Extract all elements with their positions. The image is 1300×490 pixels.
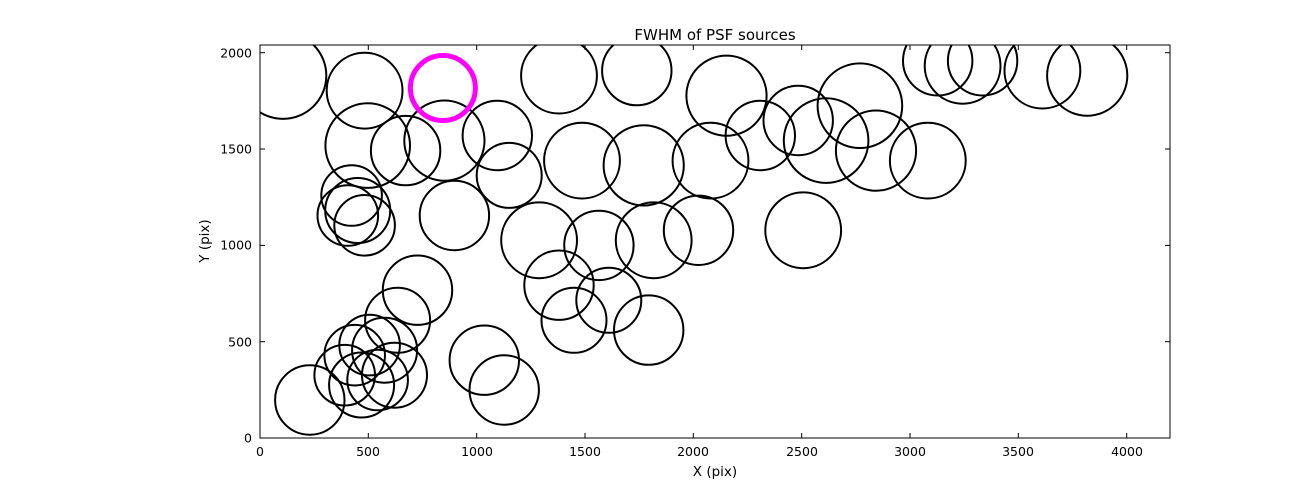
psf-sources-circle: [260, 45, 328, 120]
psf-sources-circle: [325, 51, 404, 130]
psf-sources-circle: [563, 209, 635, 282]
y-tick-label: 500: [228, 334, 252, 350]
x-tick-label: 4000: [1111, 444, 1143, 459]
psf-sources-circle: [602, 124, 685, 207]
x-tick-label: 3000: [894, 444, 926, 459]
y-tick-label: 0: [244, 430, 252, 446]
psf-sources-circle: [316, 184, 380, 247]
psf-sources-circle: [361, 341, 428, 409]
psf-sources-circle: [834, 109, 918, 192]
x-tick-label: 2000: [677, 444, 709, 459]
tick-marks: [259, 45, 1170, 439]
psf-sources-circle: [369, 114, 442, 187]
x-tick-label: 0: [256, 444, 264, 459]
psf-sources-circle: [614, 201, 693, 280]
x-tick-label: 1500: [569, 444, 601, 459]
axes-frame: [259, 44, 1171, 439]
psf-sources-circle: [601, 45, 673, 107]
psf-sources-circle: [543, 121, 621, 200]
psf-sources-circle: [323, 323, 387, 387]
psf-sources-circle: [418, 179, 491, 252]
psf-sources-circle: [816, 62, 904, 149]
psf-sources-circle: [520, 45, 598, 115]
psf-sources-circle: [888, 121, 967, 200]
psf-sources-circle: [381, 254, 454, 326]
psf-sources-circle: [324, 102, 412, 189]
highlighted-source-circle: [407, 53, 478, 123]
y-tick-label: 2000: [220, 45, 252, 61]
psf-sources-circle: [475, 141, 543, 209]
psf-sources-circle: [274, 364, 346, 436]
psf-sources-circle: [320, 164, 383, 227]
psf-sources-circle: [946, 45, 1019, 97]
x-tick-label: 500: [356, 444, 380, 459]
psf-sources-circle: [523, 249, 595, 321]
x-axis-label: X (pix): [692, 464, 738, 480]
x-tick-label: 2500: [786, 444, 818, 459]
psf-sources-circle: [902, 45, 974, 97]
psf-sources-circle: [764, 191, 843, 270]
psf-sources-circle: [364, 286, 432, 354]
psf-sources-circle: [500, 201, 578, 280]
psf-sources-circle: [575, 266, 643, 334]
psf-sources-circle: [923, 45, 1002, 105]
psf-sources-circle: [403, 99, 486, 182]
psf-sources-circle: [1046, 45, 1129, 117]
psf-sources-circle: [782, 97, 870, 184]
x-tick-label: 3500: [1002, 444, 1034, 459]
y-tick-label: 1500: [220, 141, 252, 157]
psf-sources-circle: [333, 194, 396, 257]
psf-sources-circle: [724, 99, 796, 172]
psf-sources-circle: [328, 351, 396, 419]
psf-sources-circle: [468, 354, 540, 426]
psf-sources-circle: [613, 294, 685, 366]
psf-sources-circle: [1003, 45, 1082, 110]
psf-sources-circle: [762, 84, 834, 157]
x-tick-label: 1000: [461, 444, 493, 459]
y-tick-label: 1000: [220, 237, 252, 253]
psf-sources-circle: [351, 316, 419, 384]
plot-title: FWHM of PSF sources: [634, 26, 796, 44]
psf-sources-circle: [461, 99, 533, 172]
psf-sources-circle: [662, 194, 735, 267]
psf-sources-circle: [540, 286, 608, 354]
psf-sources-circle: [346, 348, 409, 412]
psf-sources-circle: [448, 324, 520, 396]
